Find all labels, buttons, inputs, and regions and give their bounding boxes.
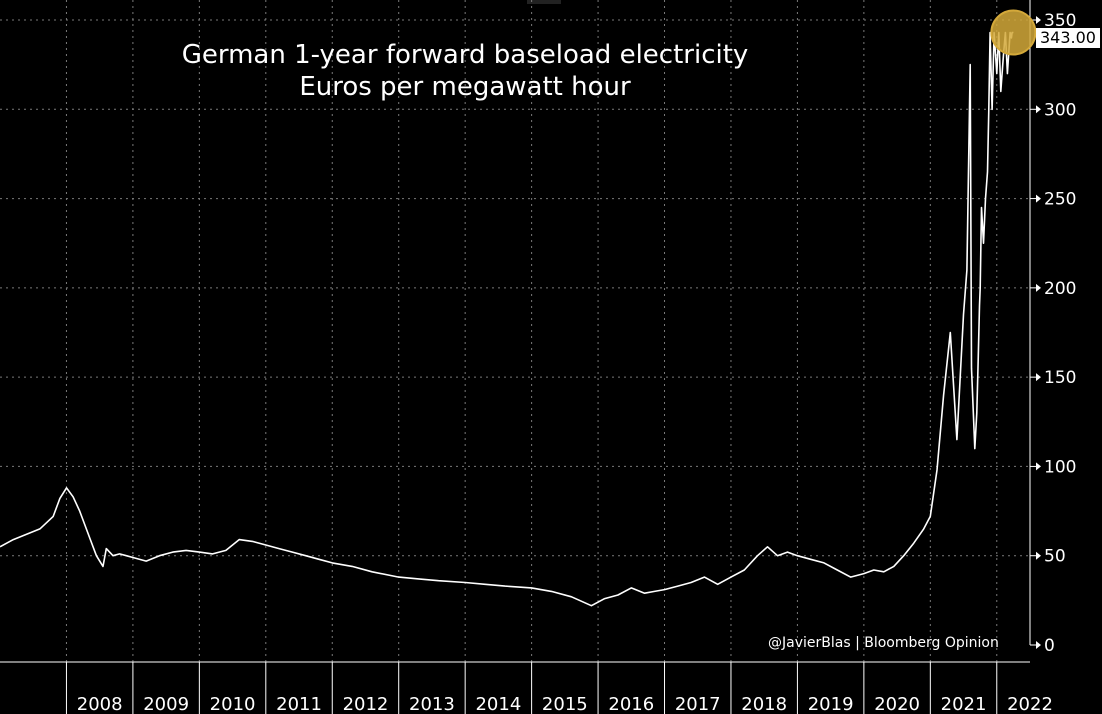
plot-area [0,9,1037,607]
x-tick-label: 2022 [1007,694,1053,714]
x-tick-label: 2018 [741,694,787,714]
x-tick-label: 2013 [409,694,455,714]
series-line [0,31,1014,607]
y-tick-arrow [1036,373,1041,382]
y-tick-label: 0 [1044,636,1055,656]
chart-title: German 1-year forward baseload electrici… [181,40,749,70]
x-tick-label: 2020 [874,694,920,714]
x-tick-label: 2009 [143,694,189,714]
chart-subtitle: Euros per megawatt hour [299,72,631,102]
y-tick-arrow [1036,462,1041,471]
x-tick-label: 2019 [808,694,854,714]
top-handle [527,0,561,4]
y-tick-arrow [1036,194,1041,203]
y-tick-arrow [1036,16,1041,24]
y-tick-arrow [1036,551,1041,560]
x-axis: 2008 2009 2010 2011 2012 2013 2014 2015 2016 2017… [0,661,1053,714]
y-tick-label: 300 [1044,100,1076,120]
y-tick-label: 250 [1044,190,1076,210]
x-tick-label: 2017 [675,694,721,714]
credit-label: @JavierBlas | Bloomberg Opinion [768,635,999,651]
last-value-badge: 343.00 [1036,28,1100,48]
y-tick-label: 350 [1044,11,1076,31]
gridlines [0,0,1030,662]
y-tick-label: 150 [1044,368,1076,388]
y-tick-arrow [1036,283,1041,292]
x-tick-label: 2015 [542,694,588,714]
x-tick-label: 2008 [77,694,123,714]
y-tick-arrow [1036,641,1041,649]
x-tick-label: 2016 [608,694,654,714]
y-tick-arrow [1036,105,1041,114]
x-tick-label: 2010 [210,694,256,714]
y-tick-label: 100 [1044,457,1076,477]
x-tick-label: 2012 [343,694,389,714]
y-axis: 0 50 100 150 200 250 300 350 [1029,0,1076,656]
y-tick-label: 200 [1044,279,1076,299]
x-tick-label: 2021 [941,694,987,714]
y-tick-label: 50 [1044,547,1066,567]
highlight-circle [990,9,1037,56]
x-tick-label: 2011 [276,694,322,714]
x-tick-label: 2014 [475,694,521,714]
